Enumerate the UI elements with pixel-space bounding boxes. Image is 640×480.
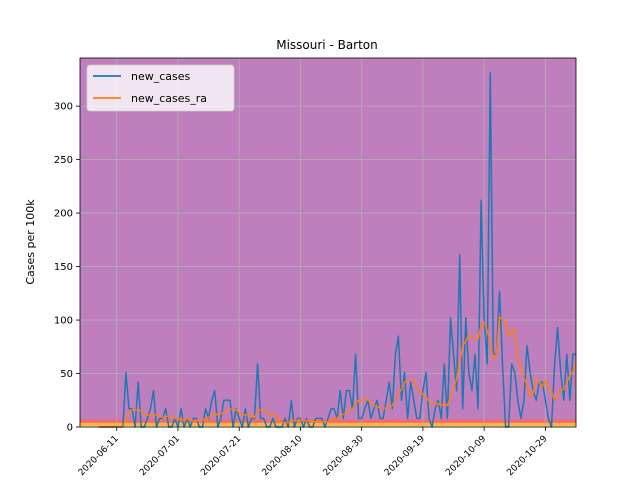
- y-tick-label: 0: [67, 423, 73, 434]
- legend-label-new_cases_ra: new_cases_ra: [131, 92, 207, 105]
- x-tick-label: 2020-10-29: [505, 434, 549, 478]
- x-tick-label: 2020-10-09: [444, 434, 488, 478]
- x-tick-label: 2020-09-19: [383, 434, 427, 478]
- x-tick-label: 2020-07-01: [138, 434, 182, 478]
- y-tick-label: 50: [60, 369, 73, 380]
- x-tick-label: 2020-08-10: [261, 434, 305, 478]
- legend: new_cases new_cases_ra: [86, 64, 235, 112]
- y-tick-label: 250: [54, 155, 73, 166]
- series-line-new_cases_ra: [98, 316, 577, 428]
- plot-area: 0 50 100 150 200 250 300 2020-06-11 2020-07-01 20…: [54, 57, 577, 478]
- x-tick-label: 2020-07-21: [199, 434, 243, 478]
- y-axis-label: Cases per 100k: [24, 199, 37, 285]
- axes-frame: [79, 57, 577, 428]
- plot-background: [80, 58, 576, 427]
- y-tick-label: 100: [54, 316, 73, 327]
- y-tick-label: 200: [54, 209, 73, 220]
- y-tick-label: 150: [54, 262, 73, 273]
- legend-box: [86, 64, 235, 112]
- legend-label-new_cases: new_cases: [131, 70, 191, 83]
- background-band-1: [80, 422, 576, 426]
- y-tick-label: 300: [54, 102, 73, 113]
- chart-title: Missouri - Barton: [276, 38, 378, 52]
- x-tick-label: 2020-06-11: [77, 434, 121, 478]
- background-band-0: [80, 425, 576, 427]
- x-tick-label: 2020-08-30: [322, 434, 366, 478]
